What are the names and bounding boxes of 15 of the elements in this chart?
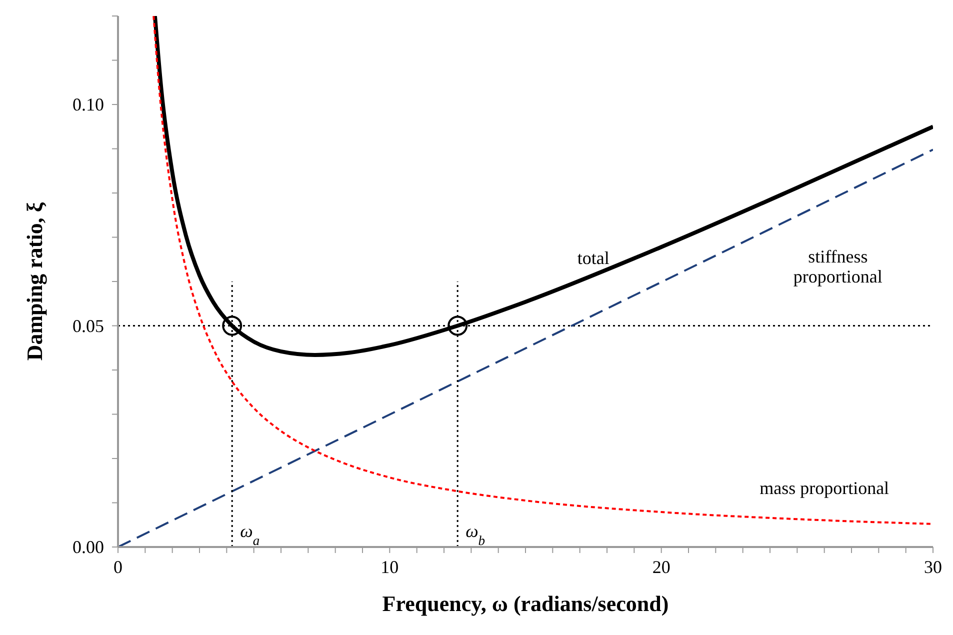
annotation: ω$_{a}$ bbox=[240, 521, 260, 548]
series-label: total bbox=[577, 248, 610, 268]
series-label: mass proportional bbox=[760, 478, 890, 498]
x-tick-label: 30 bbox=[924, 557, 942, 577]
x-axis-title: Frequency, ω (radians/second) bbox=[382, 591, 669, 616]
x-tick-label: 20 bbox=[652, 557, 670, 577]
annotation: ω$_{b}$ bbox=[466, 521, 486, 548]
x-tick-label: 10 bbox=[380, 557, 399, 577]
series-label: stiffness proportional bbox=[793, 246, 882, 287]
y-axis-title: Damping ratio, ξ bbox=[22, 202, 47, 361]
y-tick-label: 0.05 bbox=[72, 316, 104, 336]
y-tick-label: 0.10 bbox=[72, 94, 104, 114]
line-series bbox=[152, 16, 933, 525]
y-tick-label: 0.00 bbox=[72, 537, 104, 557]
x-tick-label: 0 bbox=[114, 557, 122, 577]
